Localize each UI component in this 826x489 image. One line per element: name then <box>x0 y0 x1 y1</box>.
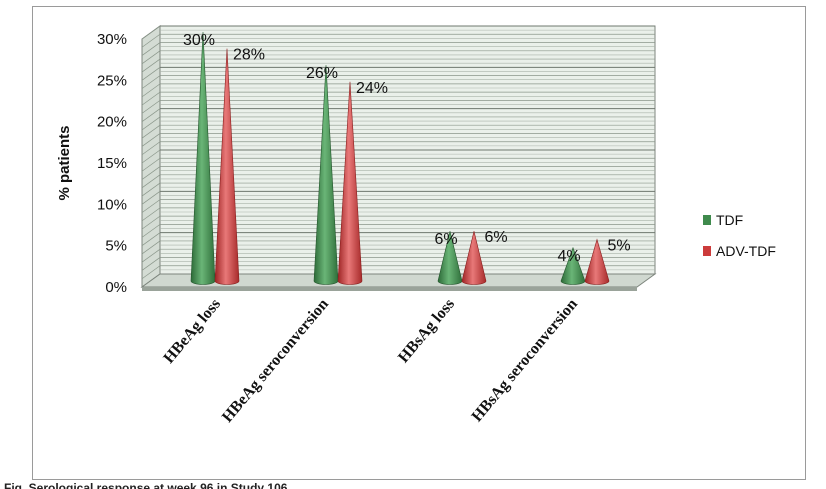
side-gridline <box>141 265 161 280</box>
y-axis-ticks: 0% 5% 10% 15% 20% 25% 30% <box>97 31 127 296</box>
legend-item: ADV-TDF <box>703 243 776 259</box>
y-axis-label: % patients <box>56 125 73 200</box>
cone-adv-tdf-0 <box>214 48 240 285</box>
data-cones <box>190 31 610 285</box>
side-gridline <box>141 215 161 230</box>
legend-label: ADV-TDF <box>716 243 776 259</box>
y-tick-label: 30% <box>97 31 127 48</box>
side-gridline <box>141 199 161 213</box>
data-label: 28% <box>233 47 265 64</box>
side-gridline <box>141 67 161 81</box>
side-gridline <box>141 157 161 172</box>
data-label: 4% <box>557 248 580 265</box>
y-tick-label: 0% <box>105 279 127 296</box>
floor-edge <box>142 287 637 291</box>
x-tick-label: HBsAg loss <box>395 296 458 367</box>
side-gridline <box>141 207 161 222</box>
side-gridline <box>141 149 161 164</box>
side-gridline <box>141 116 161 131</box>
cone-adv-tdf-3 <box>584 238 610 285</box>
side-gridline <box>141 58 161 73</box>
side-gridline <box>141 108 161 122</box>
y-tick-label: 25% <box>97 72 127 89</box>
legend-label: TDF <box>716 212 743 228</box>
data-labels: 30% 26% 6% 4% 28% 24% 6% 5% <box>183 32 631 265</box>
side-gridline <box>141 100 161 114</box>
side-gridline <box>141 124 161 139</box>
data-label: 30% <box>183 32 215 49</box>
data-label: 6% <box>434 231 457 248</box>
side-gridline <box>141 42 161 56</box>
side-gridline <box>141 182 161 197</box>
side-gridline <box>141 240 161 255</box>
x-tick-label: HBsAg seroconversion <box>469 296 582 426</box>
side-gridline <box>141 91 161 106</box>
side-gridline <box>141 133 161 147</box>
y-tick-label: 5% <box>105 238 127 255</box>
cone-adv-tdf-1 <box>337 81 363 285</box>
y-tick-label: 20% <box>97 114 127 131</box>
side-gridline <box>141 191 161 205</box>
side-gridline <box>141 25 161 40</box>
legend-swatch <box>703 215 711 225</box>
side-gridline <box>141 174 161 189</box>
x-tick-label: HBeAg loss <box>160 296 224 367</box>
data-label: 24% <box>356 80 388 97</box>
y-tick-label: 10% <box>97 196 127 213</box>
side-gridline <box>141 224 161 238</box>
side-gridline <box>141 232 161 246</box>
side-gridline <box>141 83 161 98</box>
gridlines <box>141 25 655 288</box>
y-tick-label: 15% <box>97 155 127 172</box>
data-label: 26% <box>306 65 338 82</box>
chart-floor <box>140 273 657 291</box>
side-gridline <box>141 166 161 180</box>
legend-item: TDF <box>703 212 743 228</box>
side-gridline <box>141 75 161 89</box>
side-gridline <box>141 141 161 156</box>
side-gridline <box>141 248 161 263</box>
data-label: 5% <box>607 238 630 255</box>
side-gridline <box>141 257 161 271</box>
x-tick-label: HBeAg seroconversion <box>219 296 332 426</box>
cone-adv-tdf-2 <box>461 231 487 285</box>
figure-caption: Fig. Serological response at week 96 in … <box>4 482 288 489</box>
data-label: 6% <box>484 229 507 246</box>
legend-swatch <box>703 246 711 256</box>
side-gridline <box>141 50 161 65</box>
legend: TDF ADV-TDF <box>703 212 776 259</box>
side-gridline <box>141 33 161 48</box>
